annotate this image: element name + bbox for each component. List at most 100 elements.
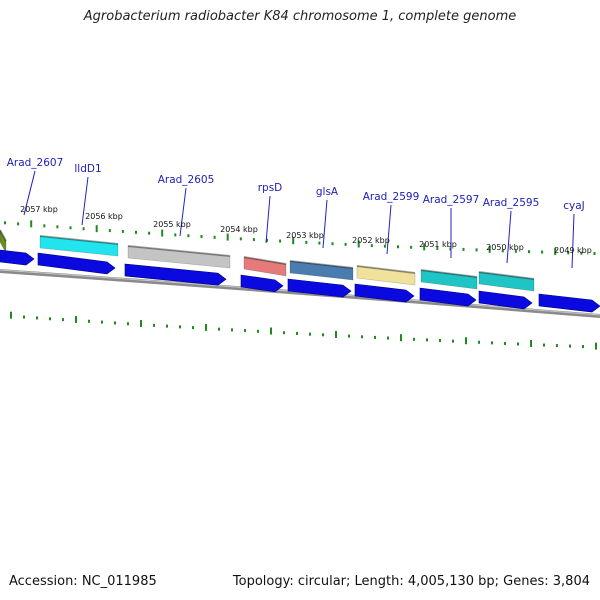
inner-ruler-tick: [205, 323, 207, 331]
ruler-tick: [528, 250, 530, 254]
gene-label: Arad_2595: [483, 197, 540, 209]
ruler-tick: [161, 229, 164, 237]
inner-ruler-tick: [88, 319, 90, 323]
cds-arrow: [124, 263, 227, 286]
ruler-tick: [331, 242, 334, 246]
ruler-tick: [449, 247, 452, 251]
ruler-tick: [357, 240, 360, 248]
gene-label: Arad_2599: [363, 191, 420, 203]
ruler-tick: [580, 251, 583, 255]
label-leader-lines: [23, 170, 575, 269]
gene-feature-edge: [289, 260, 354, 269]
ruler-tick: [305, 240, 308, 244]
cds-arrows: [0, 249, 600, 313]
ruler-tick: [488, 245, 491, 253]
inner-ruler-tick: [491, 341, 493, 345]
cds-arrow: [419, 287, 477, 307]
ruler-tick: [252, 238, 255, 242]
ruler-tick: [344, 242, 347, 246]
ruler-tick: [4, 221, 6, 225]
inner-ruler-tick: [374, 335, 376, 339]
inner-ruler-tick: [218, 327, 220, 331]
ruler-tick: [423, 243, 426, 251]
ruler-tick: [370, 244, 373, 248]
ruler-tick: [462, 247, 465, 251]
inner-ruler-tick: [530, 340, 532, 348]
label-leader-line: [571, 213, 575, 269]
tick-labels: 2057 kbp 2056 kbp 2055 kbp 2054 kbp 2053 kbp…: [20, 205, 592, 255]
inner-ruler-tick: [439, 339, 441, 343]
map-title: Agrobacterium radiobacter K84 chromosome…: [83, 9, 517, 24]
inner-ruler-tick: [127, 322, 129, 326]
tick-label: 2050 kbp: [486, 243, 524, 252]
label-leader-line: [81, 176, 89, 226]
label-leader-line: [23, 170, 36, 216]
gene-label: Arad_2607: [7, 157, 64, 169]
gene-feature-box: [289, 260, 354, 281]
gene-feature-box: [39, 235, 119, 257]
gene-label: lldD1: [74, 163, 101, 175]
cds-arrow: [0, 249, 35, 266]
inner-ruler-tick: [504, 341, 506, 345]
tick-label: 2052 kbp: [352, 236, 390, 245]
ruler-tick: [148, 231, 151, 235]
gene-label: Arad_2605: [158, 174, 215, 186]
inner-ruler-tick: [231, 328, 233, 332]
tick-label: 2056 kbp: [85, 212, 123, 221]
ruler-tick: [541, 250, 544, 254]
inner-ruler-tick: [452, 339, 454, 343]
gene-feature-box: [356, 265, 416, 286]
inner-ruler-tick: [166, 324, 168, 328]
ruler-tick: [318, 241, 321, 245]
ruler-tick: [593, 252, 596, 256]
ruler-tick: [121, 229, 124, 233]
inner-ruler-tick: [101, 320, 103, 324]
inner-ruler-tick: [244, 329, 246, 333]
gene-label: rpsD: [258, 182, 283, 194]
gene-feature-edge: [0, 229, 7, 242]
tick-label: 2049 kbp: [554, 246, 592, 255]
feature-boxes: [0, 229, 535, 292]
cds-arrow: [287, 278, 352, 298]
ruler-tick: [108, 229, 111, 233]
label-leader-line: [265, 195, 271, 244]
inner-ruler-tick: [23, 315, 25, 319]
inner-ruler-tick: [296, 331, 298, 335]
inner-ruler-tick: [10, 311, 12, 319]
gene-feature-box: [243, 256, 287, 277]
inner-ruler-tick: [140, 320, 142, 328]
inner-ruler-tick: [322, 333, 324, 337]
gene-feature-box: [478, 271, 535, 292]
tick-label: 2057 kbp: [20, 205, 58, 214]
gene-label: cyaJ: [563, 200, 585, 212]
ruler-tick: [69, 226, 72, 230]
gene-feature-box: [127, 245, 231, 269]
ruler-tick: [17, 222, 20, 226]
inner-ruler-tick: [348, 334, 350, 338]
cds-arrow: [37, 252, 116, 275]
ruler-tick: [187, 234, 190, 238]
label-leader-line: [506, 210, 512, 264]
label-leader-line: [386, 204, 392, 255]
label-leader-line: [179, 187, 187, 237]
ruler-tick: [56, 225, 59, 229]
gene-labels: Arad_2607 lldD1 Arad_2605 rpsD glsA Arad_2599…: [7, 157, 585, 212]
ruler-tick: [397, 245, 399, 249]
inner-ruler-tick: [114, 321, 116, 325]
inner-ruler-tick: [543, 343, 545, 347]
gene-feature-edge: [39, 235, 119, 245]
tick-label: 2055 kbp: [153, 220, 191, 229]
tick-label: 2053 kbp: [286, 231, 324, 240]
inner-tick-dots: [10, 311, 597, 350]
ruler-tick: [292, 237, 295, 245]
gene-label: Arad_2597: [423, 194, 480, 206]
ruler-tick: [501, 249, 504, 253]
ruler-tick: [239, 237, 242, 241]
ruler-tick: [95, 225, 98, 233]
inner-ruler-tick: [413, 337, 415, 341]
inner-ruler-tick: [465, 337, 467, 345]
ruler-tick: [383, 244, 386, 248]
gene-feature-edge: [243, 256, 287, 265]
gene-feature-edge: [478, 271, 535, 280]
